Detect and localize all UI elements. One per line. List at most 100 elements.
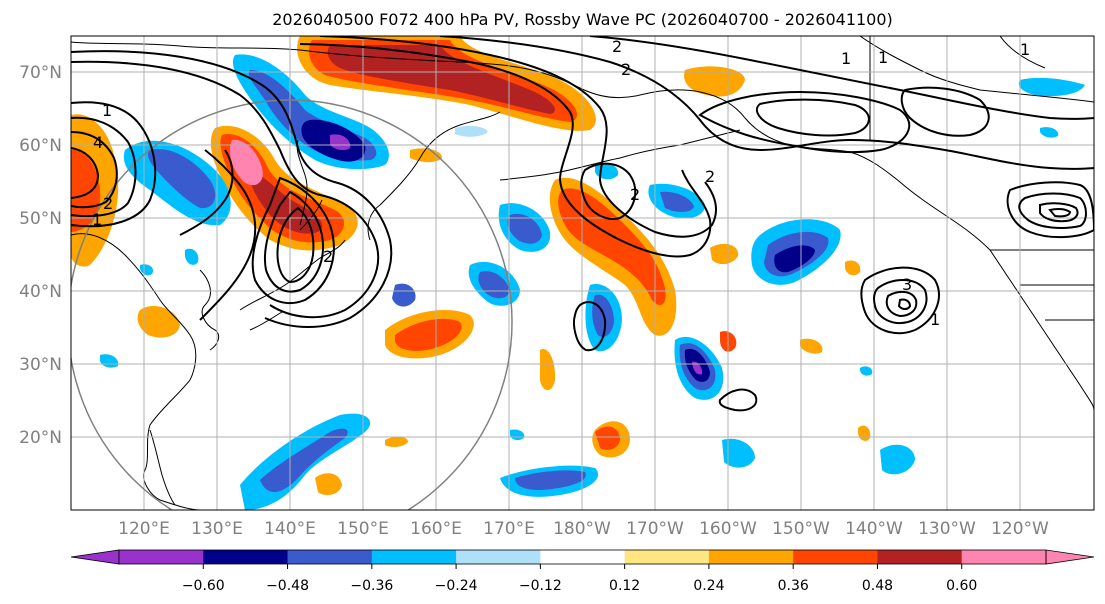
lat-label-50n: 50°N: [19, 209, 62, 229]
colorbar-extend-left: [70, 549, 120, 565]
colorbar-extend-right: [1045, 549, 1095, 565]
colorbar-segment-8: [708, 550, 794, 564]
lat-label-70n: 70°N: [19, 63, 62, 83]
contour-line-14: [698, 90, 911, 154]
longitude-axis: 120°E 130°E 140°E 150°E 160°E 170°E 180°…: [118, 519, 1049, 539]
contour-line-15: [755, 98, 870, 137]
coastline-asia: [71, 233, 201, 510]
contour-label-g: 1: [841, 49, 851, 68]
contour-line-18: [1018, 192, 1087, 229]
coastline-philippines: [149, 429, 176, 506]
contour-line-24: [897, 298, 912, 310]
latitude-axis: 70°N 60°N 50°N 40°N 30°N 20°N: [19, 63, 62, 448]
warm-anomaly-small-4: [315, 473, 342, 496]
contour-label-c: 2: [103, 194, 113, 213]
border-us-canada: [990, 249, 1094, 321]
lon-label-180w: 180°W: [553, 519, 611, 539]
cold-anomaly-gulf-core: [774, 245, 815, 273]
colorbar-label-8: 0.36: [778, 578, 809, 594]
contour-label-d: 1: [92, 210, 102, 229]
colorbar-outline: [118, 549, 1047, 565]
cold-anomaly-east-2: [880, 444, 915, 475]
lon-label-170e: 170°E: [483, 519, 535, 539]
warm-anomaly-small-11: [410, 148, 442, 163]
contour-label-n: 2: [705, 167, 715, 186]
contour-line-17: [1006, 181, 1094, 239]
lon-label-170w: 170°W: [626, 519, 684, 539]
colorbar-segment-7: [624, 550, 710, 564]
colorbar-segment-2: [203, 550, 289, 564]
warm-anomaly-japan: [137, 305, 180, 338]
contour-line-12: [439, 36, 1094, 170]
contour-line-22: [873, 279, 928, 324]
colorbar: −0.60 −0.48 −0.36 −0.24 −0.12 0.12 0.24 …: [70, 549, 1095, 594]
lon-label-140w: 140°W: [845, 519, 903, 539]
contour-label-a: 1: [102, 101, 112, 120]
colorbar-segment-4: [371, 550, 457, 564]
contour-line-2: [71, 116, 137, 218]
cold-anomaly-tropical-core: [515, 470, 586, 490]
contour-line-19: [1039, 202, 1079, 223]
warm-anomaly-kamchatka-peak: [229, 139, 263, 186]
contour-line-27: [718, 388, 758, 412]
lon-label-120w: 120°W: [991, 519, 1049, 539]
map-border: [70, 35, 1095, 511]
contour-label-i: 2: [630, 185, 640, 204]
contour-line-3: [71, 131, 118, 209]
contour-line-7: [251, 176, 335, 305]
warm-anomaly-small-1: [540, 349, 556, 391]
lon-label-160w: 160°W: [699, 519, 757, 539]
lon-label-160e: 160°E: [410, 519, 462, 539]
colorbar-segments: [70, 549, 1095, 565]
warm-anomaly-alaska-north: [684, 66, 745, 97]
cold-anomaly-east-5: [392, 283, 416, 307]
cold-anomaly-small-3: [455, 125, 488, 137]
contour-line-10: [299, 43, 712, 258]
contour-label-f: 2: [621, 60, 631, 79]
contour-line-5: [71, 60, 380, 319]
lon-label-150e: 150°E: [337, 519, 389, 539]
warm-anomaly-small-6: [385, 436, 408, 447]
colorbar-segment-1: [119, 550, 204, 564]
contour-label-m: 1: [1020, 40, 1030, 59]
colorbar-label-1: −0.60: [182, 578, 225, 594]
lon-label-130w: 130°W: [918, 519, 976, 539]
lat-label-40n: 40°N: [19, 282, 62, 302]
lon-label-130e: 130°E: [191, 519, 243, 539]
coastline-korea: [199, 269, 220, 351]
colorbar-segment-9: [793, 550, 878, 564]
contour-line-11: [319, 36, 717, 238]
lon-label-150w: 150°W: [772, 519, 830, 539]
warm-anomaly-west-core: [71, 149, 101, 232]
cold-anomaly-aleutian-core: [478, 271, 510, 299]
contour-labels: 1 4 2 1 2 2 1 1 2 3 1 2 1 2: [92, 37, 1030, 329]
cold-anomaly-small-1: [185, 248, 199, 265]
contour-line-1: [71, 101, 157, 228]
contour-label-l: 2: [323, 247, 333, 266]
rossby-contours: [71, 36, 1094, 412]
colorbar-label-10: 0.60: [946, 578, 977, 594]
colorbar-segment-3: [287, 550, 373, 564]
cold-anomaly-east-1-core: [660, 191, 694, 212]
cold-anomaly-bering-west-core: [507, 213, 542, 244]
contour-line-23: [885, 290, 918, 318]
colorbar-segment-10: [877, 550, 963, 564]
contour-label-j: 3: [902, 275, 912, 294]
cold-anomaly-small-7: [860, 366, 873, 376]
lat-label-30n: 30°N: [19, 355, 62, 375]
map-content: 1 4 2 1 2 2 1 1 2 3 1 2 1 2: [71, 36, 1094, 510]
lat-label-60n: 60°N: [19, 136, 62, 156]
colorbar-segment-6: [540, 550, 626, 564]
lon-label-140e: 140°E: [264, 519, 316, 539]
warm-anomaly-small-9: [845, 260, 861, 276]
warm-anomaly-small-5: [710, 243, 739, 265]
contour-line-13: [589, 36, 1094, 120]
cold-anomaly-east-4: [1018, 77, 1085, 97]
coastline-alaska: [639, 89, 991, 251]
cold-anomaly-east-3: [722, 438, 755, 468]
contour-line-29: [179, 149, 234, 236]
coastline-aleutians: [499, 129, 741, 181]
colorbar-label-6: 0.12: [609, 578, 640, 594]
graticule: [71, 36, 1094, 510]
